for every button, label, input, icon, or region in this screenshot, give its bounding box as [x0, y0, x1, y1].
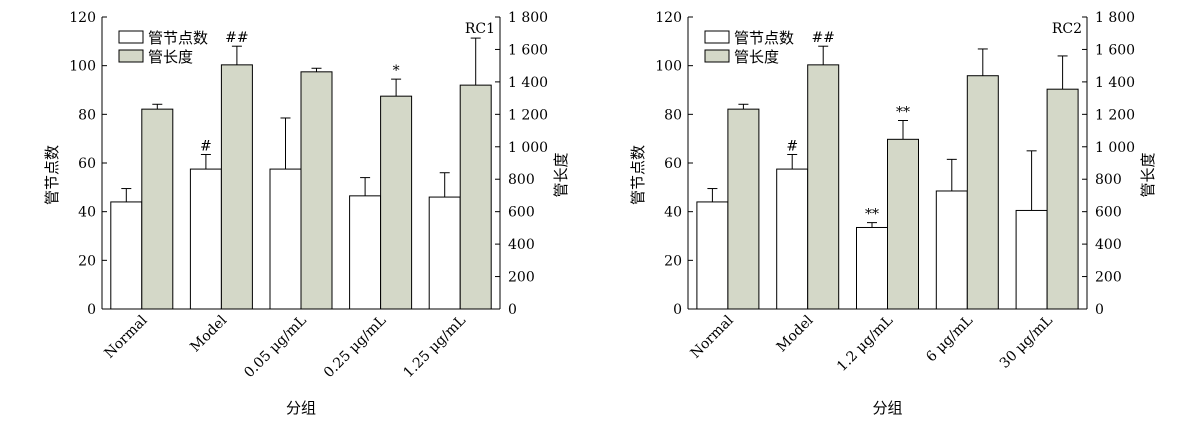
bar-nodes [1015, 209, 1048, 310]
bar-nodes [349, 195, 382, 310]
legend-label: 管节点数 [734, 29, 794, 47]
significance-marker: # [786, 138, 798, 154]
category-label: Normal [101, 312, 150, 361]
bar-length [459, 84, 492, 310]
category-label: Normal [688, 312, 737, 361]
chart-panel-2: 0 20 40 60 80 100 120 0 200 400 600 800 1 000 1 200 1 … [629, 10, 1157, 417]
right-tick-label: 600 [508, 205, 535, 221]
right-tick-label: 800 [508, 172, 535, 188]
panel-label: RC2 [1052, 21, 1082, 37]
bar-nodes [189, 168, 222, 310]
panel-label: RC1 [465, 21, 495, 37]
bar-length [300, 71, 333, 310]
right-tick-label: 600 [1095, 205, 1122, 221]
left-tick-label: 0 [673, 302, 682, 318]
right-tick-label: 1 200 [508, 107, 548, 123]
bar-nodes [935, 190, 968, 310]
legend-label: 管长度 [734, 48, 779, 66]
left-tick-label: 100 [69, 59, 96, 75]
bar-nodes [269, 168, 302, 310]
bar-length [1046, 88, 1079, 310]
bar-length [380, 95, 413, 310]
right-tick-label: 1 400 [1095, 75, 1135, 91]
significance-marker: ## [225, 30, 248, 46]
bar-nodes [696, 201, 729, 310]
right-tick-label: 1 400 [508, 75, 548, 91]
bar-nodes [428, 196, 461, 310]
significance-marker: # [200, 138, 212, 154]
left-tick-label: 120 [655, 10, 682, 26]
bar-length [727, 108, 760, 310]
left-tick-label: 80 [664, 107, 682, 123]
significance-marker: * [393, 63, 400, 79]
right-tick-label: 400 [508, 237, 535, 253]
category-label: 1.25 μg/mL [400, 313, 469, 382]
right-tick-label: 1 600 [1095, 42, 1135, 58]
left-tick-label: 60 [664, 156, 682, 172]
x-axis-title: 分组 [286, 399, 316, 417]
x-axis-title: 分组 [872, 399, 902, 417]
left-tick-label: 80 [78, 107, 96, 123]
bar-nodes [776, 168, 809, 310]
right-tick-label: 0 [1095, 302, 1104, 318]
right-tick-label: 1 000 [1095, 140, 1135, 156]
category-label: 6 μg/mL [923, 313, 976, 366]
left-tick-label: 20 [664, 253, 682, 269]
left-tick-label: 120 [69, 10, 96, 26]
bar-nodes [856, 226, 888, 310]
category-label: 0.25 μg/mL [321, 313, 390, 382]
category-label: 30 μg/mL [997, 313, 1056, 372]
right-tick-label: 1 800 [1095, 10, 1135, 26]
bar-length [887, 138, 919, 310]
legend-swatch [704, 30, 730, 44]
significance-marker: ## [811, 30, 834, 46]
right-tick-label: 0 [508, 302, 517, 318]
y-axis-title: 管节点数 [629, 145, 647, 205]
significance-marker: ** [865, 207, 879, 223]
right-tick-label: 200 [1095, 270, 1122, 286]
legend-label: 管节点数 [148, 29, 208, 47]
left-tick-label: 40 [664, 205, 682, 221]
right-tick-label: 1 600 [508, 42, 548, 58]
legend-swatch [118, 49, 144, 63]
y2-axis-title: 管长度 [1139, 152, 1157, 197]
bar-length [966, 75, 999, 310]
left-tick-label: 100 [655, 59, 682, 75]
left-tick-label: 0 [87, 302, 96, 318]
left-tick-label: 60 [78, 156, 96, 172]
bar-length [807, 64, 840, 310]
bar-length [220, 64, 253, 310]
y-axis-title: 管节点数 [43, 145, 61, 205]
legend-label: 管长度 [148, 48, 193, 66]
left-tick-label: 40 [78, 205, 96, 221]
y2-axis-title: 管长度 [552, 152, 570, 197]
left-tick-label: 20 [78, 253, 96, 269]
legend-swatch [118, 30, 144, 44]
right-tick-label: 1 200 [1095, 107, 1135, 123]
chart-panel-1: 0 20 40 60 80 100 120 0 200 400 600 800 1 000 1 200 1 … [43, 10, 570, 417]
right-tick-label: 800 [1095, 172, 1122, 188]
significance-marker: ** [896, 104, 910, 120]
right-tick-label: 1 800 [508, 10, 548, 26]
right-tick-label: 400 [1095, 237, 1122, 253]
right-tick-label: 1 000 [508, 140, 548, 156]
bar-nodes [110, 201, 143, 310]
category-label: Model [187, 312, 230, 355]
category-label: 0.05 μg/mL [241, 313, 310, 382]
right-tick-label: 200 [508, 270, 535, 286]
legend-swatch [704, 49, 730, 63]
category-label: Model [774, 312, 817, 355]
bar-length [141, 108, 174, 310]
category-label: 1.2 μg/mL [834, 313, 896, 375]
